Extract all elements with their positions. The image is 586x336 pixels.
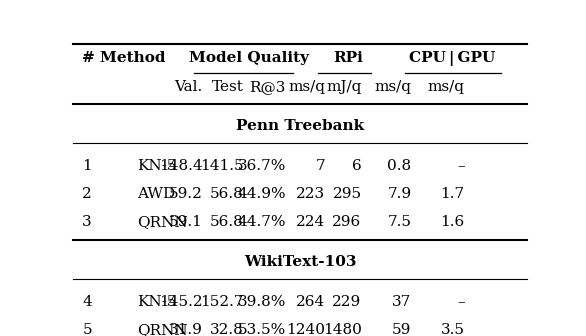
Text: KN-5: KN-5	[137, 295, 176, 309]
Text: ms/q: ms/q	[428, 80, 465, 94]
Text: ms/q: ms/q	[374, 80, 411, 94]
Text: 3.5: 3.5	[441, 323, 465, 336]
Text: Penn Treebank: Penn Treebank	[236, 119, 364, 133]
Text: 59: 59	[392, 323, 411, 336]
Text: 6: 6	[352, 159, 362, 173]
Text: # Method: # Method	[82, 51, 166, 66]
Text: 39.8%: 39.8%	[237, 295, 286, 309]
Text: QRNN: QRNN	[137, 215, 188, 229]
Text: KN-5: KN-5	[137, 159, 176, 173]
Text: 44.7%: 44.7%	[237, 215, 286, 229]
Text: 59.1: 59.1	[169, 215, 203, 229]
Text: 148.4: 148.4	[159, 159, 203, 173]
Text: CPU | GPU: CPU | GPU	[408, 51, 495, 66]
Text: 7.5: 7.5	[387, 215, 411, 229]
Text: Model Quality: Model Quality	[189, 51, 309, 66]
Text: 56.8: 56.8	[210, 215, 244, 229]
Text: 264: 264	[296, 295, 325, 309]
Text: 1.7: 1.7	[441, 187, 465, 201]
Text: 223: 223	[296, 187, 325, 201]
Text: 1480: 1480	[323, 323, 362, 336]
Text: –: –	[457, 295, 465, 309]
Text: 1: 1	[82, 159, 92, 173]
Text: 36.7%: 36.7%	[237, 159, 286, 173]
Text: 152.7: 152.7	[200, 295, 244, 309]
Text: 145.2: 145.2	[159, 295, 203, 309]
Text: –: –	[457, 159, 465, 173]
Text: 7.9: 7.9	[387, 187, 411, 201]
Text: 296: 296	[332, 215, 362, 229]
Text: 53.5%: 53.5%	[237, 323, 286, 336]
Text: 56.8: 56.8	[210, 187, 244, 201]
Text: 229: 229	[332, 295, 362, 309]
Text: Val.: Val.	[175, 80, 203, 94]
Text: RPi: RPi	[333, 51, 363, 66]
Text: 7: 7	[316, 159, 325, 173]
Text: 224: 224	[296, 215, 325, 229]
Text: R@3: R@3	[250, 80, 286, 94]
Text: 0.8: 0.8	[387, 159, 411, 173]
Text: 5: 5	[82, 323, 92, 336]
Text: AWD: AWD	[137, 187, 175, 201]
Text: 141.5: 141.5	[200, 159, 244, 173]
Text: 37: 37	[393, 295, 411, 309]
Text: QRNN: QRNN	[137, 323, 188, 336]
Text: 1240: 1240	[287, 323, 325, 336]
Text: 59.2: 59.2	[169, 187, 203, 201]
Text: 32.8: 32.8	[210, 323, 244, 336]
Text: mJ/q: mJ/q	[326, 80, 362, 94]
Text: 295: 295	[332, 187, 362, 201]
Text: 2: 2	[82, 187, 92, 201]
Text: 1.6: 1.6	[441, 215, 465, 229]
Text: 3: 3	[82, 215, 92, 229]
Text: WikiText-103: WikiText-103	[244, 255, 356, 269]
Text: Test: Test	[212, 80, 244, 94]
Text: 44.9%: 44.9%	[237, 187, 286, 201]
Text: 4: 4	[82, 295, 92, 309]
Text: ms/q: ms/q	[288, 80, 325, 94]
Text: 31.9: 31.9	[169, 323, 203, 336]
